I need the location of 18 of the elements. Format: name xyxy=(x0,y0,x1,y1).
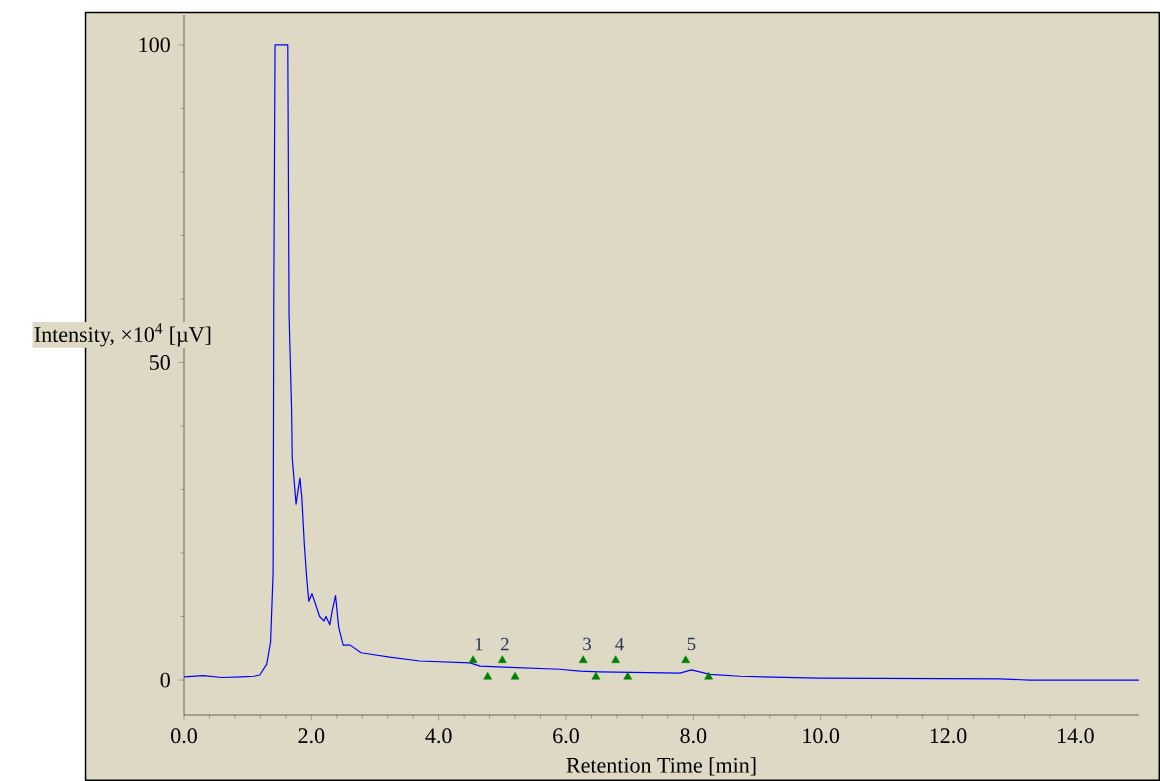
annotation: 4 xyxy=(615,637,624,651)
annotation: 3 xyxy=(583,637,591,651)
x-tick-label: 12.0 xyxy=(930,728,967,744)
x-tick-label: 4.0 xyxy=(425,728,452,744)
x-tick-label: 2.0 xyxy=(298,728,325,744)
x-axis-title: Retention Time [min] xyxy=(566,757,756,776)
annotation: 1 xyxy=(475,637,483,651)
annotation: 2 xyxy=(501,637,509,651)
x-tick-label: 6.0 xyxy=(553,728,579,744)
y-tick-label: 100 xyxy=(139,37,170,53)
x-tick-label: 8.0 xyxy=(680,728,707,744)
x-tick-label: 0.0 xyxy=(171,728,197,744)
y-tick-label: 50 xyxy=(149,355,170,370)
y-axis-title: Intensity, ×10$^{4}$ [µV] xyxy=(34,323,211,347)
x-tick-label: 14.0 xyxy=(1058,728,1094,744)
y-tick-label: 0 xyxy=(160,672,170,688)
x-tick-label: 10.0 xyxy=(803,728,840,744)
annotation: 5 xyxy=(687,637,696,651)
